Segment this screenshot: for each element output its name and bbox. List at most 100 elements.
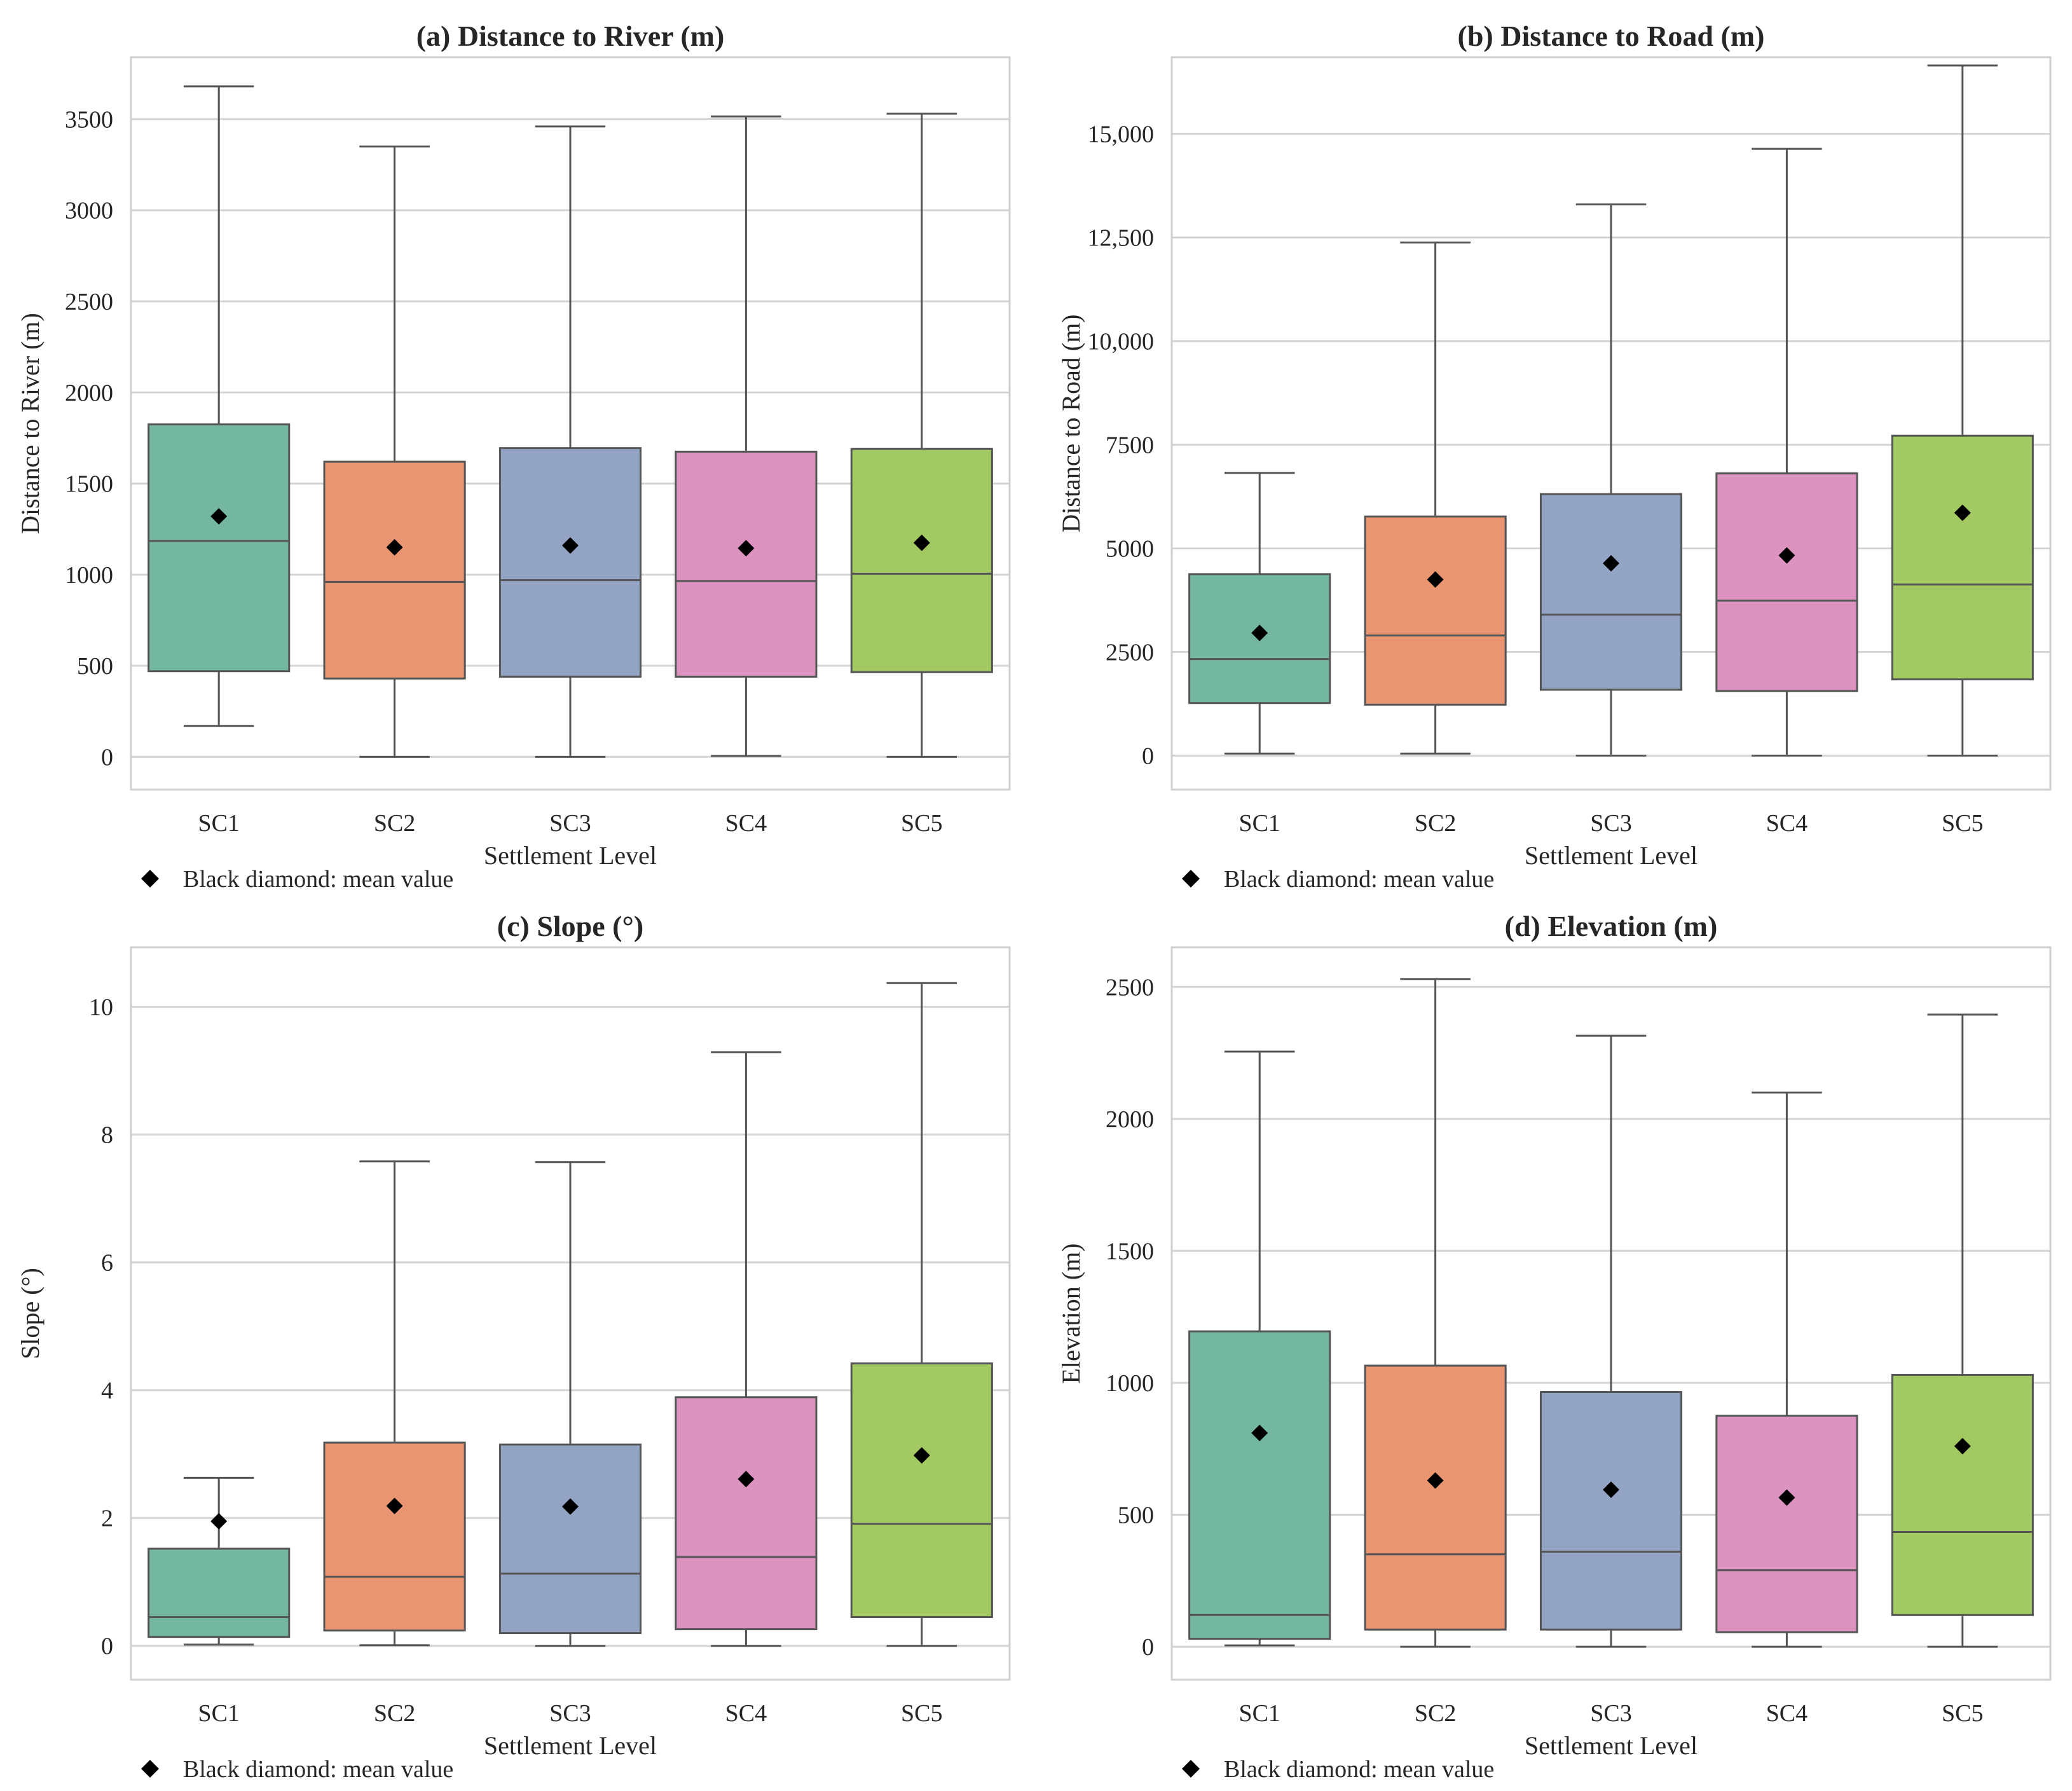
chart-title: (c) Slope (°) <box>497 910 643 942</box>
x-axis-label: Settlement Level <box>484 841 657 870</box>
iqr-box <box>1364 1364 1507 1631</box>
x-tick-label: SC2 <box>1415 810 1456 837</box>
iqr-box <box>1891 1374 2034 1616</box>
box-SC4 <box>675 115 818 757</box>
box-SC3 <box>498 125 642 758</box>
iqr-box <box>1539 493 1683 691</box>
y-tick-label: 10,000 <box>1088 329 1155 355</box>
x-tick-label: SC5 <box>901 810 942 837</box>
legend-diamond-icon <box>1182 870 1200 888</box>
iqr-box <box>148 423 291 673</box>
x-tick-label: SC4 <box>1766 1700 1808 1727</box>
box-SC5 <box>1891 64 2034 757</box>
y-axis-label: Distance to River (m) <box>16 313 45 534</box>
legend-text: Black diamond: mean value <box>1224 1756 1494 1783</box>
y-axis-label: Slope (°) <box>16 1268 45 1359</box>
box-SC5 <box>1891 1013 2034 1648</box>
y-tick-label: 0 <box>1142 743 1154 770</box>
panel-d: 0 500 1000 1500 2000 2500 SC1 SC2 SC3 SC4 SC5 (d) E… <box>1057 910 2052 1783</box>
y-tick-label: 3500 <box>65 106 113 133</box>
box-SC5 <box>850 982 993 1647</box>
mean-marker <box>1778 547 1795 564</box>
x-tick-label: SC5 <box>1942 1700 1983 1727</box>
box-SC1 <box>1188 472 1331 755</box>
panel-b: 0 2500 5000 7500 10,000 12,500 15,000 SC1 SC2 SC3… <box>1057 20 2052 893</box>
iqr-box <box>675 1396 818 1631</box>
iqr-box <box>498 447 642 678</box>
mean-marker <box>1778 1489 1795 1506</box>
box-SC1 <box>148 1476 291 1646</box>
iqr-box <box>1539 1391 1683 1631</box>
box-SC3 <box>1539 1034 1683 1648</box>
iqr-box <box>1891 434 2034 681</box>
mean-marker <box>386 1497 403 1514</box>
mean-marker <box>738 1471 755 1488</box>
mean-marker <box>913 534 930 551</box>
mean-marker <box>562 1498 579 1515</box>
x-tick-label: SC5 <box>901 1700 942 1727</box>
mean-marker <box>1251 624 1268 642</box>
y-tick-label: 6 <box>101 1250 113 1277</box>
box-SC3 <box>498 1161 642 1647</box>
chart-title: (d) Elevation (m) <box>1505 910 1718 942</box>
y-tick-label: 0 <box>101 744 113 771</box>
box-SC3 <box>1539 203 1683 757</box>
axes-frame <box>1170 56 2052 791</box>
x-tick-label: SC1 <box>198 810 239 837</box>
box-SC4 <box>1715 1091 1858 1648</box>
x-tick-label: SC2 <box>1415 1700 1456 1727</box>
mean-marker <box>386 539 403 556</box>
y-axis-label: Distance to Road (m) <box>1057 314 1085 532</box>
axes-frame <box>130 56 1011 791</box>
legend-diamond-icon <box>141 870 159 888</box>
y-tick-label: 2000 <box>65 380 113 406</box>
iqr-box <box>850 1362 993 1618</box>
x-tick-label: SC3 <box>1590 1700 1631 1727</box>
y-tick-label: 8 <box>101 1122 113 1149</box>
x-tick-label: SC4 <box>725 1700 767 1727</box>
axes-frame <box>130 946 1011 1681</box>
x-tick-label: SC4 <box>1766 810 1808 837</box>
mean-marker <box>562 537 579 554</box>
y-tick-label: 1000 <box>65 562 113 589</box>
x-tick-label: SC4 <box>725 810 767 837</box>
iqr-box <box>323 1441 466 1632</box>
y-tick-label: 1500 <box>65 471 113 498</box>
x-tick-label: SC1 <box>1238 1700 1280 1727</box>
iqr-box <box>1715 1415 1858 1633</box>
y-axis-label: Elevation (m) <box>1057 1243 1085 1383</box>
chart-title: (b) Distance to Road (m) <box>1458 20 1765 52</box>
x-tick-label: SC3 <box>1590 810 1631 837</box>
x-tick-label: SC2 <box>374 810 415 837</box>
x-tick-label: SC1 <box>198 1700 239 1727</box>
y-tick-label: 4 <box>101 1378 113 1404</box>
legend-text: Black diamond: mean value <box>1224 866 1494 893</box>
mean-marker <box>1954 504 1971 521</box>
mean-marker <box>1603 555 1619 572</box>
iqr-box <box>1188 1330 1331 1640</box>
mean-marker <box>738 540 755 557</box>
y-tick-label: 12,500 <box>1088 225 1155 252</box>
y-tick-label: 3000 <box>65 198 113 224</box>
panel-c: 0 2 4 6 8 10 SC1 SC2 SC3 SC4 SC5 (c) Slope (°) Settl… <box>16 910 1011 1783</box>
x-axis-label: Settlement Level <box>1525 841 1698 870</box>
y-tick-label: 5000 <box>1106 536 1154 563</box>
box-SC4 <box>675 1051 818 1647</box>
box-SC2 <box>1364 241 1507 755</box>
y-tick-label: 1500 <box>1106 1238 1154 1265</box>
x-tick-label: SC3 <box>549 810 591 837</box>
x-tick-label: SC5 <box>1942 810 1983 837</box>
panel-a: 0 500 1000 1500 2000 2500 3000 3500 SC1 SC2 SC3 SC4… <box>16 20 1011 893</box>
x-axis-label: Settlement Level <box>484 1731 657 1760</box>
mean-marker <box>1603 1481 1619 1499</box>
box-SC5 <box>850 113 993 758</box>
legend-text: Black diamond: mean value <box>183 1756 453 1783</box>
x-axis-label: Settlement Level <box>1525 1731 1698 1760</box>
y-tick-label: 0 <box>101 1633 113 1660</box>
iqr-box <box>850 448 993 673</box>
y-tick-label: 15,000 <box>1088 121 1155 148</box>
y-tick-label: 2 <box>101 1506 113 1532</box>
axes-frame <box>1170 946 2052 1681</box>
mean-marker <box>210 508 228 525</box>
